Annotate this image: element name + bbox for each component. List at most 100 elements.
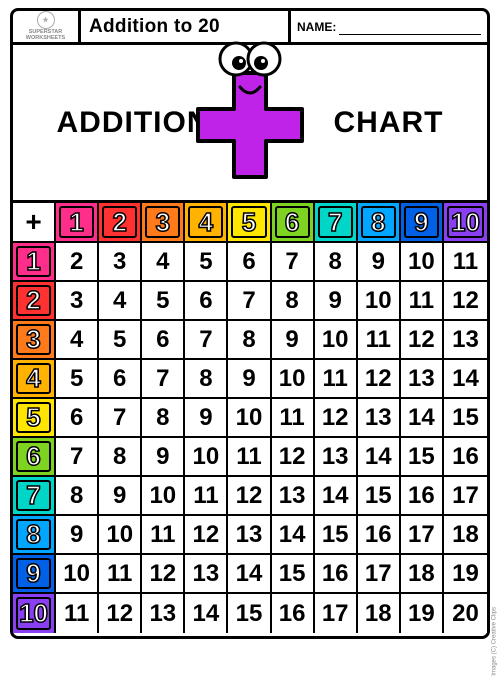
table-cell: 10 <box>315 321 358 360</box>
table-cell: 15 <box>358 477 401 516</box>
row-header: 10 <box>13 594 56 633</box>
table-cell: 12 <box>272 438 315 477</box>
table-cell: 13 <box>401 360 444 399</box>
table-cell: 4 <box>99 282 142 321</box>
table-cell: 8 <box>142 399 185 438</box>
plus-character-icon <box>190 33 310 201</box>
table-cell: 12 <box>444 282 487 321</box>
table-cell: 11 <box>142 516 185 555</box>
table-cell: 14 <box>272 516 315 555</box>
row-header: 2 <box>13 282 56 321</box>
table-cell: 9 <box>315 282 358 321</box>
table-cell: 19 <box>401 594 444 633</box>
table-cell: 9 <box>228 360 271 399</box>
row-header: 6 <box>13 438 56 477</box>
table-cell: 5 <box>185 243 228 282</box>
row-header: 1 <box>13 243 56 282</box>
table-cell: 9 <box>56 516 99 555</box>
table-cell: 8 <box>228 321 271 360</box>
table-cell: 12 <box>99 594 142 633</box>
table-cell: 16 <box>358 516 401 555</box>
table-cell: 16 <box>444 438 487 477</box>
col-header: 2 <box>99 203 142 243</box>
col-header: 8 <box>358 203 401 243</box>
row-header: 4 <box>13 360 56 399</box>
table-cell: 13 <box>142 594 185 633</box>
table-cell: 6 <box>56 399 99 438</box>
table-cell: 3 <box>56 282 99 321</box>
table-cell: 7 <box>272 243 315 282</box>
col-header: 1 <box>56 203 99 243</box>
table-cell: 13 <box>185 555 228 594</box>
table-cell: 14 <box>228 555 271 594</box>
title-band: ADDITION CHART <box>13 45 487 203</box>
table-cell: 7 <box>228 282 271 321</box>
table-cell: 15 <box>315 516 358 555</box>
brand-line2: WORKSHEETS <box>26 36 65 42</box>
table-cell: 15 <box>228 594 271 633</box>
table-cell: 14 <box>444 360 487 399</box>
table-cell: 18 <box>358 594 401 633</box>
table-cell: 11 <box>272 399 315 438</box>
table-cell: 6 <box>142 321 185 360</box>
table-corner: + <box>13 203 56 243</box>
table-cell: 6 <box>185 282 228 321</box>
table-cell: 8 <box>99 438 142 477</box>
table-cell: 11 <box>358 321 401 360</box>
table-cell: 11 <box>228 438 271 477</box>
table-cell: 13 <box>315 438 358 477</box>
name-field[interactable]: NAME: <box>291 11 487 42</box>
table-cell: 4 <box>142 243 185 282</box>
table-cell: 11 <box>185 477 228 516</box>
table-cell: 2 <box>56 243 99 282</box>
row-header: 5 <box>13 399 56 438</box>
table-cell: 7 <box>99 399 142 438</box>
table-cell: 10 <box>228 399 271 438</box>
col-header: 5 <box>228 203 271 243</box>
addition-table: +123456789101234567891011234567891011123… <box>13 203 487 633</box>
table-cell: 12 <box>401 321 444 360</box>
table-cell: 12 <box>228 477 271 516</box>
title-word-left: ADDITION <box>57 106 210 140</box>
table-cell: 5 <box>142 282 185 321</box>
table-cell: 16 <box>272 594 315 633</box>
table-cell: 5 <box>99 321 142 360</box>
table-cell: 17 <box>444 477 487 516</box>
table-cell: 12 <box>358 360 401 399</box>
table-cell: 11 <box>99 555 142 594</box>
table-cell: 13 <box>228 516 271 555</box>
table-cell: 17 <box>358 555 401 594</box>
table-cell: 7 <box>142 360 185 399</box>
image-credit: Images (C) Creative Clips <box>492 607 498 676</box>
table-cell: 20 <box>444 594 487 633</box>
table-cell: 5 <box>56 360 99 399</box>
col-header: 4 <box>185 203 228 243</box>
table-cell: 12 <box>142 555 185 594</box>
table-cell: 4 <box>56 321 99 360</box>
col-header: 7 <box>315 203 358 243</box>
table-cell: 14 <box>315 477 358 516</box>
table-cell: 10 <box>142 477 185 516</box>
table-cell: 8 <box>185 360 228 399</box>
table-cell: 9 <box>358 243 401 282</box>
table-cell: 17 <box>401 516 444 555</box>
table-cell: 9 <box>185 399 228 438</box>
row-header: 3 <box>13 321 56 360</box>
table-cell: 10 <box>358 282 401 321</box>
table-cell: 15 <box>444 399 487 438</box>
table-cell: 13 <box>272 477 315 516</box>
table-cell: 10 <box>56 555 99 594</box>
table-cell: 15 <box>401 438 444 477</box>
col-header: 3 <box>142 203 185 243</box>
table-cell: 14 <box>358 438 401 477</box>
table-cell: 6 <box>99 360 142 399</box>
table-cell: 10 <box>99 516 142 555</box>
worksheet-sheet: ★ SUPERSTAR WORKSHEETS Addition to 20 NA… <box>10 8 490 639</box>
table-cell: 10 <box>401 243 444 282</box>
table-cell: 10 <box>272 360 315 399</box>
title-word-right: CHART <box>334 106 444 140</box>
table-cell: 13 <box>358 399 401 438</box>
col-header: 6 <box>272 203 315 243</box>
table-cell: 16 <box>401 477 444 516</box>
table-cell: 12 <box>315 399 358 438</box>
